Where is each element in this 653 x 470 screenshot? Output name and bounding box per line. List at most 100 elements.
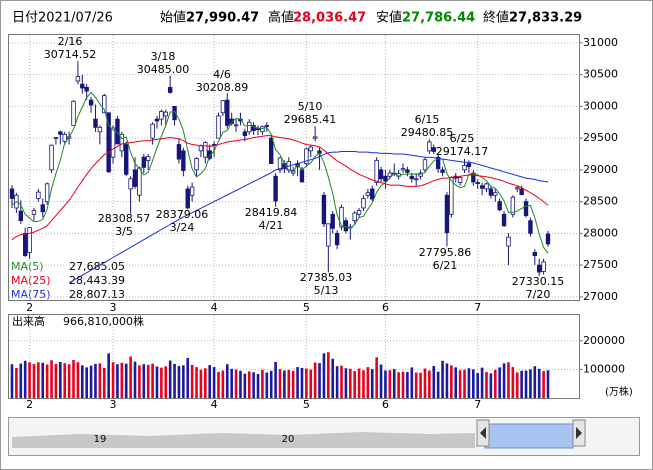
candle-body: [449, 177, 454, 215]
volume-bar: [190, 364, 194, 398]
candle-body: [141, 156, 147, 168]
volume-bar: [357, 368, 361, 398]
volume-bar: [80, 365, 84, 398]
annotation-value: 29174.17: [436, 145, 489, 158]
volume-bar: [370, 369, 374, 398]
candle-body: [374, 159, 379, 183]
candle-body: [541, 261, 546, 272]
volume-bar: [274, 361, 277, 398]
volume-bar: [41, 362, 45, 398]
volume-bar: [463, 369, 466, 398]
y-tick-label: 28500: [583, 195, 618, 208]
legend-name: MA(75): [11, 288, 51, 301]
volume-bar: [414, 372, 418, 398]
candle-body: [519, 188, 524, 196]
volume-bar: [177, 365, 181, 398]
candle-body: [132, 169, 138, 187]
annotation-value: 29685.41: [284, 113, 337, 126]
candle-body: [497, 201, 502, 211]
volume-bar: [186, 357, 190, 398]
volume-bar: [423, 368, 427, 398]
candle-body: [378, 169, 384, 180]
volume-bar: [493, 369, 497, 398]
candle-body: [216, 115, 221, 139]
volume-bar: [388, 370, 392, 398]
candle-body: [356, 210, 362, 215]
candle-body: [501, 213, 507, 227]
candle-body: [431, 147, 436, 152]
candle-body: [277, 157, 283, 171]
candle-body: [488, 188, 494, 196]
volume-bar: [164, 366, 168, 398]
candle-body: [247, 121, 252, 133]
candle-body: [124, 144, 129, 175]
candle-body: [343, 220, 349, 232]
month-label: 5: [303, 301, 310, 314]
candle-body: [260, 126, 265, 133]
candle-body: [93, 118, 98, 128]
y-tick-label: 30500: [583, 68, 618, 81]
candle-body: [273, 175, 278, 202]
volume-bar: [151, 363, 154, 398]
candle-body: [189, 186, 195, 196]
candle-body: [506, 236, 511, 247]
volume-bar: [23, 360, 27, 398]
volume-bar: [300, 367, 304, 398]
legend-box: [9, 259, 127, 300]
candle-body: [269, 137, 274, 164]
y-tick-label: 27000: [583, 290, 618, 303]
candle-body: [128, 178, 133, 190]
volume-bar: [322, 353, 326, 398]
volume-bar: [182, 365, 185, 398]
navigator-window[interactable]: [484, 423, 574, 449]
candle-body: [365, 192, 371, 196]
volume-bar: [441, 360, 444, 398]
candle-body: [163, 111, 168, 117]
month-label: 3: [110, 301, 117, 314]
candle-body: [264, 125, 270, 127]
candle-body: [479, 185, 485, 189]
volume-bar: [485, 371, 488, 398]
candle-body: [427, 141, 432, 152]
candle-body: [532, 251, 538, 256]
volume-bar: [243, 373, 247, 398]
candle-body: [27, 227, 32, 253]
annotation-date: 3/18: [151, 50, 176, 63]
annotation-date: 6/15: [415, 113, 440, 126]
candle-body: [225, 99, 230, 126]
volume-bar: [138, 365, 141, 398]
volume-bar: [340, 365, 343, 398]
candle-body: [145, 156, 151, 161]
volume-bar: [85, 367, 88, 398]
annotation-date: 5/10: [298, 100, 323, 113]
volume-bar: [155, 366, 159, 398]
volume-bar: [63, 363, 67, 398]
candle-body: [255, 128, 261, 131]
volume-bar: [89, 365, 93, 398]
header-label: 始値: [160, 10, 186, 26]
candle-body: [102, 95, 107, 114]
volume-bar: [28, 362, 31, 398]
candle-body: [242, 131, 248, 137]
month-label: 2: [26, 301, 33, 314]
header-label: 高値: [268, 10, 294, 26]
volume-bar: [502, 363, 506, 398]
annotation-value: 30714.52: [44, 48, 97, 61]
volume-bar: [379, 364, 383, 398]
volume-bar: [537, 368, 541, 398]
volume-bar: [195, 367, 198, 398]
candle-body: [339, 206, 344, 228]
candle-body: [36, 191, 41, 199]
volume-panel: [8, 314, 580, 399]
volume-label: 出来高: [12, 314, 45, 328]
candle-body: [75, 76, 81, 82]
candle-body: [326, 223, 331, 247]
y-tick-label: 30000: [583, 99, 618, 112]
annotation-value: 27385.03: [300, 271, 353, 284]
volume-bar: [511, 367, 515, 398]
volume-bar: [204, 368, 207, 398]
candle-body: [462, 165, 467, 171]
volume-bar: [410, 367, 414, 398]
volume-bar: [397, 372, 400, 398]
candle-body: [88, 99, 94, 106]
